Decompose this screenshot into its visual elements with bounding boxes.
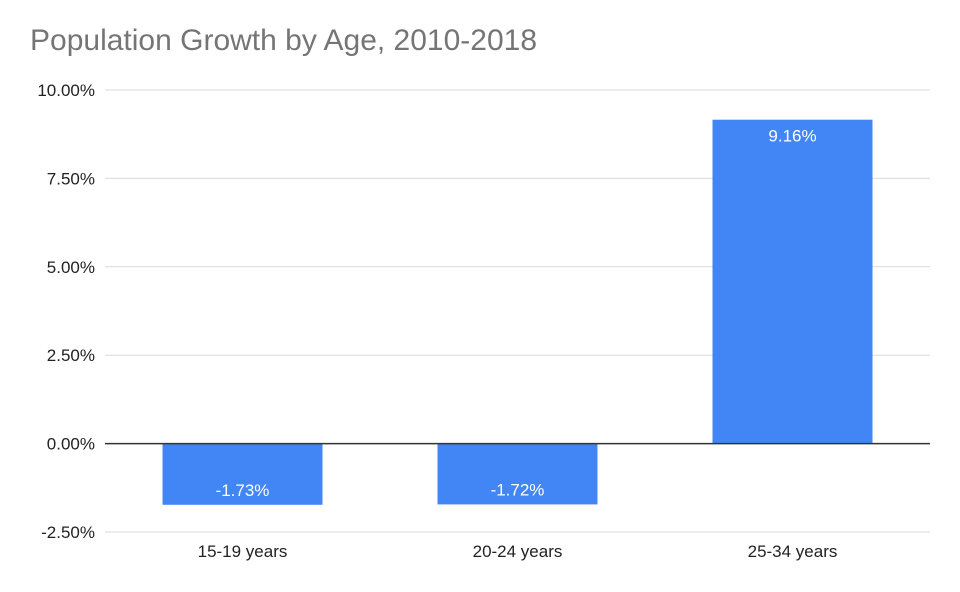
data-label: -1.72% xyxy=(491,480,545,499)
chart-title: Population Growth by Age, 2010-2018 xyxy=(30,24,538,57)
x-tick-label: 20-24 years xyxy=(473,542,563,561)
data-label: 9.16% xyxy=(768,127,816,146)
bar xyxy=(437,443,598,505)
labels: -2.50% 0.00% 2.50% 5.00% 7.50% 10.00% -1.73% 15… xyxy=(37,81,837,561)
x-tick-label: 15-19 years xyxy=(198,542,288,561)
data-label: -1.73% xyxy=(216,481,270,500)
y-tick-label: 5.00% xyxy=(47,258,95,277)
y-tick-label: 2.50% xyxy=(47,346,95,365)
x-tick-label: 25-34 years xyxy=(748,542,838,561)
bars xyxy=(162,119,873,505)
y-tick-label: 7.50% xyxy=(47,169,95,188)
y-tick-label: -2.50% xyxy=(41,523,95,542)
y-tick-label: 10.00% xyxy=(37,81,95,100)
y-tick-label: 0.00% xyxy=(47,435,95,454)
bar xyxy=(162,443,323,505)
bar xyxy=(712,119,873,444)
